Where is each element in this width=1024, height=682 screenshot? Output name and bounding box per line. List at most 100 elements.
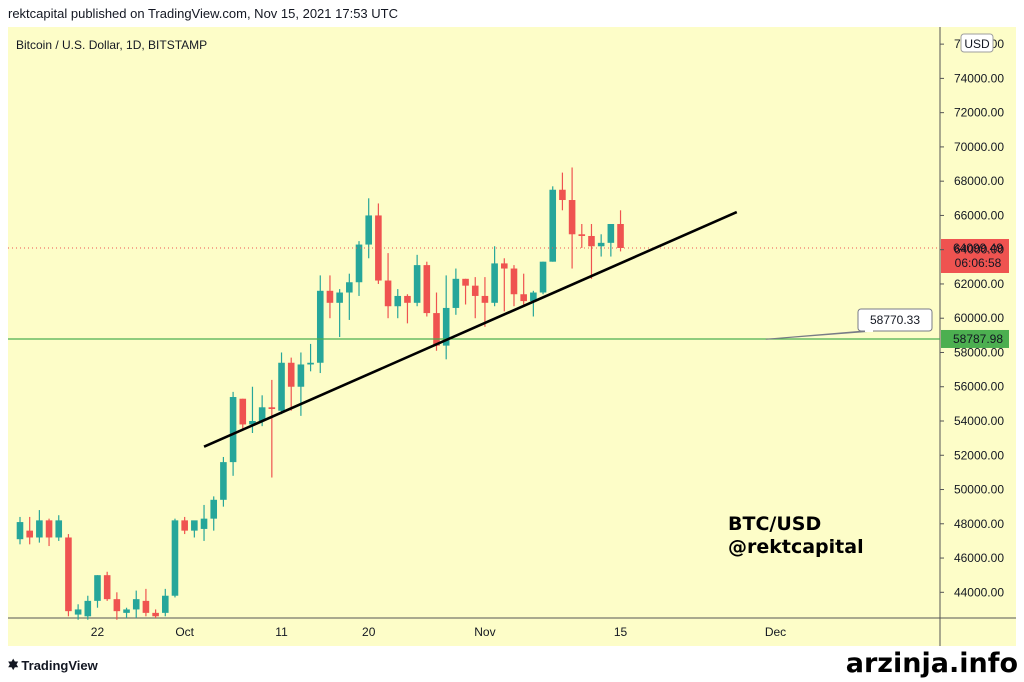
currency-badge-box <box>960 33 994 53</box>
candle <box>84 595 92 620</box>
tradingview-brand: TradingView <box>21 658 98 673</box>
candle <box>278 352 285 415</box>
candle-body <box>326 290 334 303</box>
candle-body <box>152 612 159 617</box>
candle <box>74 604 82 620</box>
candle <box>597 234 605 257</box>
currency-badge[interactable]: USD <box>960 33 994 53</box>
current-price-tag <box>941 238 1009 273</box>
candle <box>132 590 140 618</box>
candle <box>530 290 537 317</box>
candle <box>36 510 43 543</box>
candle <box>152 609 159 618</box>
candle <box>462 278 469 305</box>
candle-body <box>588 235 595 247</box>
candle <box>346 273 353 320</box>
y-tick-label: 48000.00 <box>954 517 1004 531</box>
candle-body <box>278 362 285 411</box>
candle-body <box>394 295 402 307</box>
y-tick-label: 68000.00 <box>954 174 1004 188</box>
support-price-tag <box>941 329 1009 348</box>
candle-body <box>16 522 24 540</box>
candle <box>336 289 343 338</box>
candle-body <box>200 518 208 529</box>
trendline <box>203 210 738 448</box>
candle <box>113 592 121 620</box>
candle-body <box>481 295 489 303</box>
candle-body <box>287 362 295 387</box>
candle <box>210 496 218 531</box>
candle <box>578 224 586 248</box>
candle-body <box>617 224 624 248</box>
x-tick-label: Nov <box>474 625 495 639</box>
candle-body <box>220 462 227 500</box>
candle-body <box>442 307 450 346</box>
candle <box>103 571 111 601</box>
candle-body <box>191 520 198 531</box>
x-tick-label: Dec <box>765 625 786 639</box>
y-tick-label: 52000.00 <box>954 448 1004 462</box>
tradingview-logo[interactable]: 🟌 TradingView <box>8 656 98 675</box>
candle <box>200 504 208 541</box>
y-tick-label: 56000.00 <box>954 380 1004 394</box>
candle <box>471 277 479 319</box>
candle-body <box>113 599 121 612</box>
callout-box <box>857 308 933 332</box>
candle-body <box>307 362 314 365</box>
candle-body <box>530 292 537 302</box>
candle-body <box>26 530 33 538</box>
y-tick-label: 74000.00 <box>954 71 1004 85</box>
y-tick-label: 70000.00 <box>954 140 1004 154</box>
candle-body <box>336 292 343 303</box>
candle-body <box>539 261 547 293</box>
candles <box>16 167 624 620</box>
candle <box>161 588 169 617</box>
candle <box>55 515 63 541</box>
y-tick-label: 46000.00 <box>954 551 1004 565</box>
candle <box>404 294 411 324</box>
y-tick-label: 44000.00 <box>954 585 1004 599</box>
candle-body <box>578 234 586 236</box>
candle <box>423 261 431 317</box>
candle-body <box>142 600 150 613</box>
currency-badge-label: USD <box>964 37 990 51</box>
candle <box>520 273 527 305</box>
candle-body <box>491 263 498 303</box>
plot-background <box>8 27 940 618</box>
x-tick-label: Oct <box>175 625 194 639</box>
candle-body <box>55 520 63 538</box>
candle <box>384 253 392 319</box>
candle-body <box>559 189 566 201</box>
candle-body <box>45 520 53 538</box>
candle <box>617 210 624 252</box>
candle <box>287 357 295 411</box>
candle <box>268 379 276 478</box>
y-tick-label: 58000.00 <box>954 345 1004 359</box>
candle <box>45 518 53 547</box>
x-tick-label: 20 <box>362 625 376 639</box>
candle <box>239 398 247 430</box>
candle <box>94 575 101 608</box>
candle-body <box>452 278 460 308</box>
y-tick-label: 72000.00 <box>954 106 1004 120</box>
candle <box>307 343 314 372</box>
candle-body <box>132 599 140 610</box>
candle-body <box>510 268 518 295</box>
annotation-author: @rektcapital <box>728 536 864 558</box>
y-tick-label: 60000.00 <box>954 311 1004 325</box>
callout-label: 58770.33 <box>870 313 920 327</box>
candle-body <box>471 285 479 296</box>
candle-body <box>316 290 324 363</box>
x-tick-label: 15 <box>614 625 628 639</box>
candle-body <box>94 575 101 601</box>
candle <box>559 172 566 211</box>
y-tick-label: 66000.00 <box>954 208 1004 222</box>
candle <box>452 268 460 315</box>
candle-body <box>404 295 411 303</box>
candle <box>539 261 547 295</box>
countdown-label: 06:06:58 <box>955 256 1002 270</box>
candle <box>433 292 440 351</box>
candle <box>568 167 576 269</box>
chart-title: Bitcoin / U.S. Dollar, 1D, BITSTAMP <box>16 38 207 52</box>
